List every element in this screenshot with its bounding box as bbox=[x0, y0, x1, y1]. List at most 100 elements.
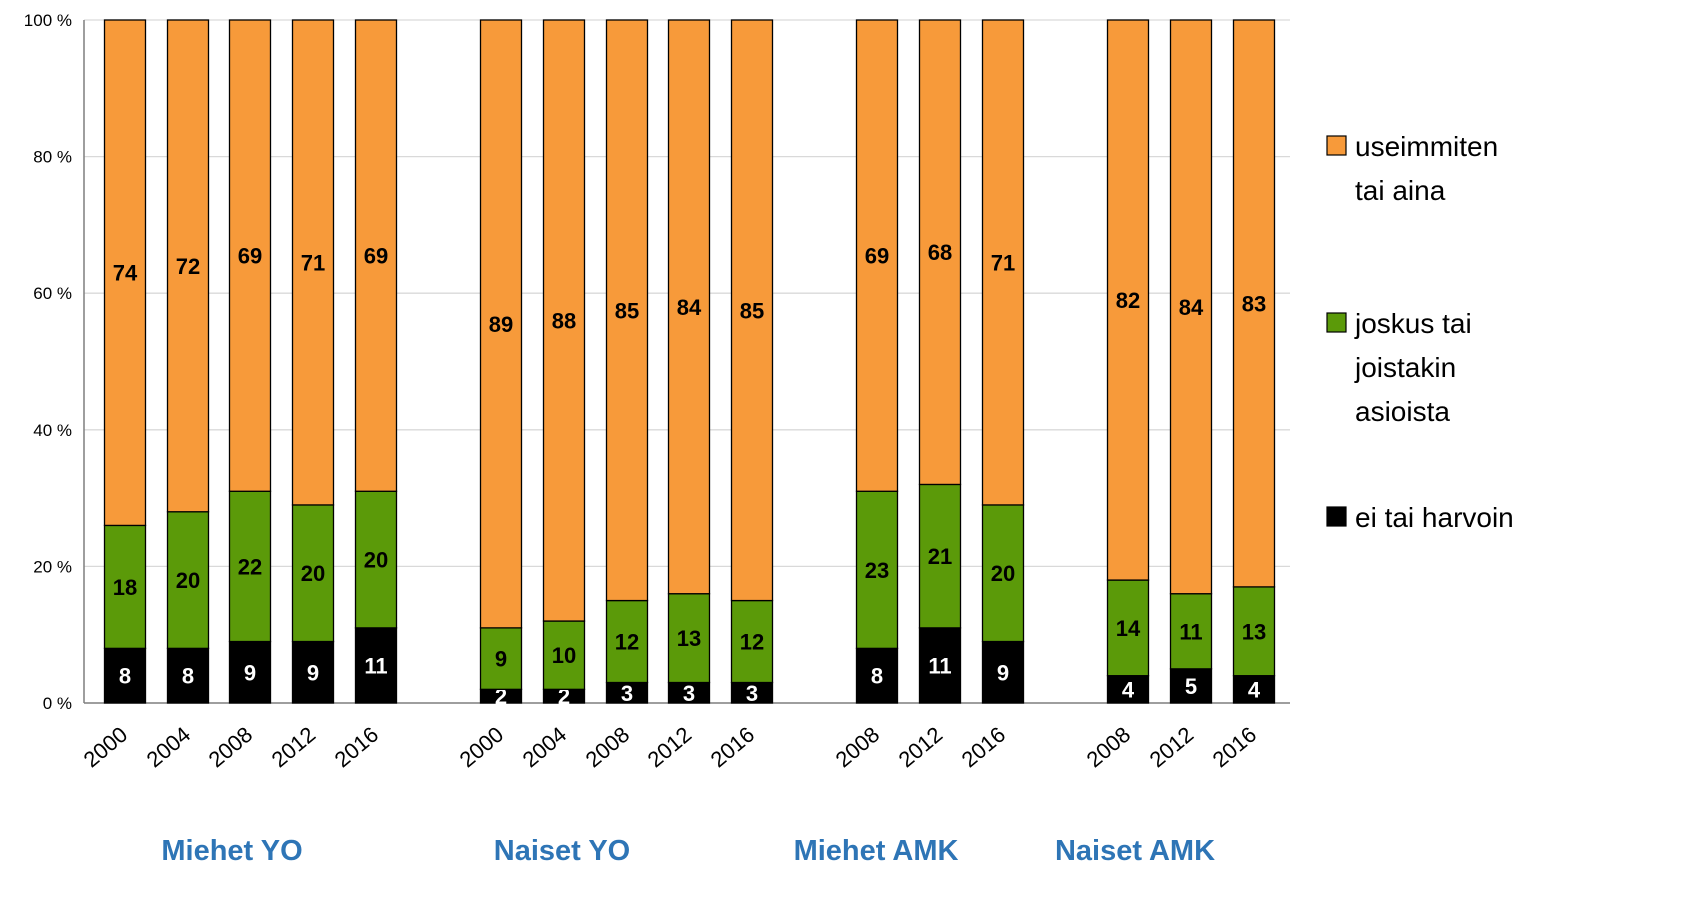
data-label: 11 bbox=[364, 653, 387, 678]
bar-segment bbox=[667, 593, 711, 684]
data-label: 68 bbox=[928, 240, 952, 265]
legend: useimmiten tai aina joskus tai joistakin asi… bbox=[1326, 131, 1514, 533]
bar-segment bbox=[228, 19, 272, 492]
legend-label: joistakin bbox=[1354, 352, 1456, 383]
group-label: Miehet AMK bbox=[794, 835, 959, 867]
data-label: 8 bbox=[182, 664, 194, 689]
data-label: 10 bbox=[552, 643, 576, 668]
x-tick-label: 2000 bbox=[79, 722, 133, 773]
bar-segment bbox=[918, 483, 962, 629]
data-label: 2 bbox=[495, 684, 507, 709]
x-tick-label: 2008 bbox=[1082, 722, 1136, 773]
group-label: Miehet YO bbox=[161, 835, 302, 867]
bar-segment bbox=[166, 19, 210, 513]
legend-label: joskus tai bbox=[1354, 308, 1472, 339]
x-tick-label: 2008 bbox=[204, 722, 258, 773]
bar-segment bbox=[667, 19, 711, 595]
x-tick-label: 2000 bbox=[455, 722, 509, 773]
data-label: 2 bbox=[558, 684, 570, 709]
bar-segment bbox=[918, 19, 962, 486]
data-label: 9 bbox=[495, 647, 507, 672]
data-label: 8 bbox=[871, 664, 883, 689]
data-label: 9 bbox=[307, 660, 319, 685]
data-label: 3 bbox=[683, 681, 695, 706]
data-label: 21 bbox=[928, 544, 952, 569]
bar-segment bbox=[605, 19, 649, 602]
bar-segment bbox=[542, 19, 586, 622]
bar-segment bbox=[542, 620, 586, 690]
data-label: 72 bbox=[176, 254, 200, 279]
bar-segment bbox=[103, 19, 147, 527]
bar-segment bbox=[354, 490, 398, 629]
x-axis-labels: 2000 2004 2008 2012 2016 2000 2004 2008 2012 2016… bbox=[79, 722, 1262, 773]
data-label: 85 bbox=[740, 298, 764, 323]
data-label: 9 bbox=[244, 660, 256, 685]
bar-segment bbox=[1169, 668, 1213, 704]
data-label: 12 bbox=[615, 630, 639, 655]
x-tick-label: 2012 bbox=[1145, 722, 1199, 773]
y-axis: 0 % 20 % 40 % 60 % 80 % 100 % bbox=[24, 11, 1290, 713]
bar-segment bbox=[479, 19, 523, 629]
data-label: 13 bbox=[677, 626, 701, 651]
data-label: 3 bbox=[746, 681, 758, 706]
bar-segment bbox=[981, 640, 1025, 704]
bar-segment bbox=[1106, 579, 1150, 677]
legend-swatch-icon bbox=[1326, 312, 1347, 333]
y-tick-label: 80 % bbox=[33, 148, 72, 167]
x-tick-label: 2012 bbox=[267, 722, 321, 773]
bar-segment bbox=[730, 19, 774, 602]
bar-segment bbox=[228, 640, 272, 704]
data-label: 14 bbox=[1116, 616, 1141, 641]
bar-segment bbox=[479, 627, 523, 690]
bar-segment bbox=[228, 490, 272, 643]
y-tick-label: 0 % bbox=[43, 694, 72, 713]
bar-segment bbox=[354, 627, 398, 704]
legend-label: tai aina bbox=[1355, 175, 1446, 206]
y-tick-label: 40 % bbox=[33, 421, 72, 440]
y-tick-label: 60 % bbox=[33, 284, 72, 303]
legend-swatch-icon bbox=[1326, 135, 1347, 156]
data-label: 9 bbox=[997, 660, 1009, 685]
bars: 8187482072922699207111206929892108831285… bbox=[103, 19, 1276, 709]
data-label: 8 bbox=[119, 664, 131, 689]
bar-segment bbox=[166, 511, 210, 650]
data-label: 13 bbox=[1242, 619, 1266, 644]
data-label: 88 bbox=[552, 309, 576, 334]
data-label: 85 bbox=[615, 298, 639, 323]
y-tick-label: 20 % bbox=[33, 557, 72, 576]
legend-swatch-icon bbox=[1326, 506, 1347, 527]
data-label: 5 bbox=[1185, 674, 1197, 699]
data-label: 4 bbox=[1248, 677, 1261, 702]
data-label: 23 bbox=[865, 558, 889, 583]
data-label: 20 bbox=[364, 548, 388, 573]
bar-segment bbox=[605, 599, 649, 684]
data-label: 69 bbox=[364, 244, 388, 269]
x-tick-label: 2012 bbox=[643, 722, 697, 773]
data-label: 89 bbox=[489, 312, 513, 337]
data-label: 69 bbox=[238, 244, 262, 269]
data-label: 3 bbox=[621, 681, 633, 706]
x-tick-label: 2016 bbox=[706, 722, 760, 773]
data-label: 20 bbox=[176, 568, 200, 593]
bar-segment bbox=[103, 524, 147, 650]
data-label: 82 bbox=[1116, 288, 1140, 313]
legend-label: asioista bbox=[1355, 396, 1450, 427]
bar-segment bbox=[103, 647, 147, 704]
data-label: 83 bbox=[1242, 291, 1266, 316]
data-label: 4 bbox=[1122, 677, 1135, 702]
group-label: Naiset YO bbox=[494, 835, 630, 867]
bar-segment bbox=[730, 599, 774, 684]
bar-segment bbox=[1106, 19, 1150, 581]
x-tick-label: 2016 bbox=[330, 722, 384, 773]
x-tick-label: 2016 bbox=[1208, 722, 1262, 773]
group-labels: Miehet YO Naiset YO Miehet AMK Naiset AMK bbox=[161, 835, 1215, 867]
bar-segment bbox=[1232, 19, 1276, 588]
bar-segment bbox=[291, 640, 335, 704]
bar-segment bbox=[1169, 593, 1213, 670]
bar-segment bbox=[166, 647, 210, 704]
x-tick-label: 2008 bbox=[581, 722, 635, 773]
bar-segment bbox=[1169, 19, 1213, 595]
bar-segment bbox=[918, 627, 962, 704]
bar-segment bbox=[981, 19, 1025, 506]
